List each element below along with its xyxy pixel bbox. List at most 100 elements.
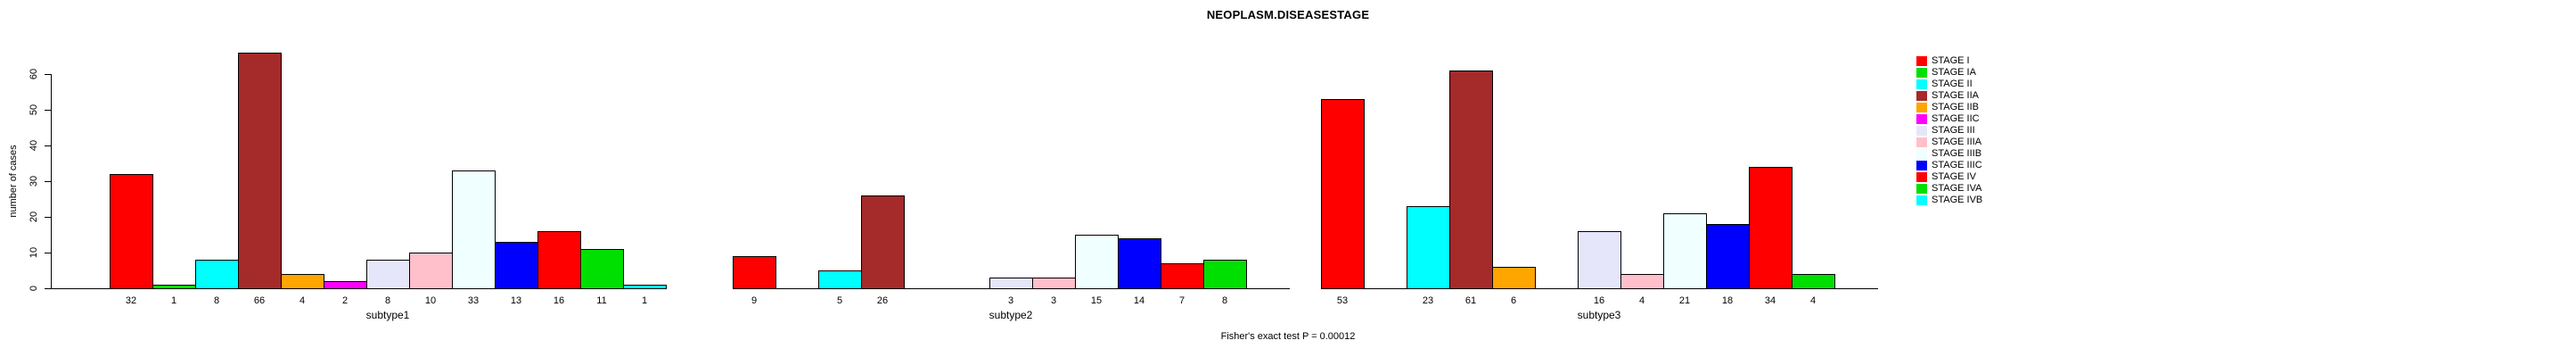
bar-value-label: 8	[384, 295, 391, 306]
stage-bar	[1492, 267, 1536, 289]
legend-color-swatch	[1916, 184, 1927, 194]
legend-label: STAGE IIA	[1932, 90, 1979, 101]
stage-bar	[452, 170, 496, 289]
y-tick-label: 10	[29, 246, 39, 259]
legend-label: STAGE IVA	[1932, 183, 1982, 194]
legend-label: STAGE IA	[1932, 67, 1976, 78]
stage-bar	[324, 281, 367, 289]
stage-bar	[580, 249, 624, 289]
stage-bar	[537, 231, 581, 289]
bar-value-label: 10	[424, 295, 437, 306]
legend-color-swatch	[1916, 114, 1927, 124]
stage-bar	[1407, 206, 1450, 289]
legend-row: STAGE IVA	[1916, 183, 1982, 195]
legend-label: STAGE III	[1932, 125, 1975, 136]
stage-bar	[1706, 224, 1750, 289]
y-tick-mark	[45, 217, 51, 218]
bar-value-label: 21	[1678, 295, 1691, 306]
stage-bar	[623, 285, 667, 289]
y-tick-label: 30	[29, 175, 39, 187]
bar-value-label: 11	[596, 295, 607, 306]
chart-title: NEOPLASM.DISEASESTAGE	[1206, 8, 1370, 21]
legend-row: STAGE II	[1916, 79, 1982, 90]
fisher-test-caption: Fisher's exact test P = 0.00012	[1220, 331, 1356, 342]
bar-value-label: 2	[341, 295, 349, 306]
stage-bar	[195, 260, 239, 289]
legend-color-swatch	[1916, 172, 1927, 182]
stage-bar	[366, 260, 410, 289]
y-tick-label: 50	[29, 104, 39, 116]
stage-bar	[733, 256, 776, 289]
legend-color-swatch	[1916, 103, 1927, 112]
legend-row: STAGE IIA	[1916, 90, 1982, 102]
y-tick-label: 20	[29, 211, 39, 223]
legend-color-swatch	[1916, 149, 1927, 159]
legend-color-swatch	[1916, 195, 1927, 205]
y-tick-label: 40	[29, 139, 39, 152]
legend-row: STAGE IVB	[1916, 195, 1982, 206]
legend-row: STAGE III	[1916, 125, 1982, 137]
bar-value-label: 4	[1638, 295, 1645, 306]
legend-color-swatch	[1916, 68, 1927, 78]
legend-row: STAGE IIIA	[1916, 137, 1982, 148]
bar-value-label: 18	[1721, 295, 1734, 306]
stage-bar	[1032, 278, 1076, 289]
legend-row: STAGE IIC	[1916, 113, 1982, 125]
stage-bar	[495, 242, 538, 289]
legend-row: STAGE IA	[1916, 67, 1982, 79]
legend-color-swatch	[1916, 126, 1927, 136]
bar-value-label: 4	[299, 295, 306, 306]
bar-value-label: 16	[1593, 295, 1605, 306]
stage-bar	[1203, 260, 1247, 289]
stage-bar	[110, 174, 153, 289]
bar-value-label: 16	[553, 295, 565, 306]
stage-bar	[409, 253, 453, 289]
stage-bar	[1321, 99, 1365, 289]
stage-bar	[818, 270, 862, 289]
legend-label: STAGE IIIC	[1932, 160, 1982, 170]
bar-value-label: 34	[1764, 295, 1776, 306]
stage-bar	[1749, 167, 1793, 289]
legend-label: STAGE I	[1932, 55, 1970, 66]
y-tick-mark	[45, 110, 51, 111]
bar-value-label: 15	[1090, 295, 1103, 306]
bar-value-label: 1	[170, 295, 177, 306]
legend-row: STAGE IIB	[1916, 102, 1982, 113]
legend-label: STAGE IVB	[1932, 195, 1983, 205]
bar-value-label: 7	[1178, 295, 1185, 306]
legend-label: STAGE II	[1932, 79, 1973, 89]
y-tick-label: 0	[29, 285, 39, 292]
stage-bar	[1161, 263, 1204, 289]
bar-value-label: 53	[1336, 295, 1349, 306]
legend-color-swatch	[1916, 161, 1927, 170]
y-axis-line	[51, 74, 52, 289]
stage-bar	[989, 278, 1033, 289]
group-label: subtype1	[365, 309, 410, 321]
bar-value-label: 14	[1133, 295, 1145, 306]
bar-value-label: 26	[876, 295, 889, 306]
legend-label: STAGE IIB	[1932, 102, 1979, 112]
bar-value-label: 23	[1422, 295, 1434, 306]
legend-label: STAGE IIIB	[1932, 148, 1982, 159]
group-label: subtype2	[989, 309, 1033, 321]
legend-row: STAGE IV	[1916, 171, 1982, 183]
bar-value-label: 3	[1007, 295, 1014, 306]
stage-bar	[281, 274, 324, 289]
y-tick-mark	[45, 145, 51, 146]
stage-bar	[861, 195, 905, 289]
bar-value-label: 33	[467, 295, 480, 306]
stage-bar	[1075, 235, 1119, 289]
bar-value-label: 5	[836, 295, 843, 306]
stage-bar	[1449, 71, 1493, 289]
legend-color-swatch	[1916, 91, 1927, 101]
bar-value-label: 8	[213, 295, 220, 306]
bar-value-label: 4	[1809, 295, 1817, 306]
stage-bar	[1792, 274, 1835, 289]
group-label: subtype3	[1577, 309, 1621, 321]
y-tick-label: 60	[29, 68, 39, 80]
bar-value-label: 61	[1464, 295, 1477, 306]
legend-row: STAGE IIIB	[1916, 148, 1982, 160]
legend-label: STAGE IV	[1932, 171, 1976, 182]
stage-bar	[238, 53, 282, 289]
